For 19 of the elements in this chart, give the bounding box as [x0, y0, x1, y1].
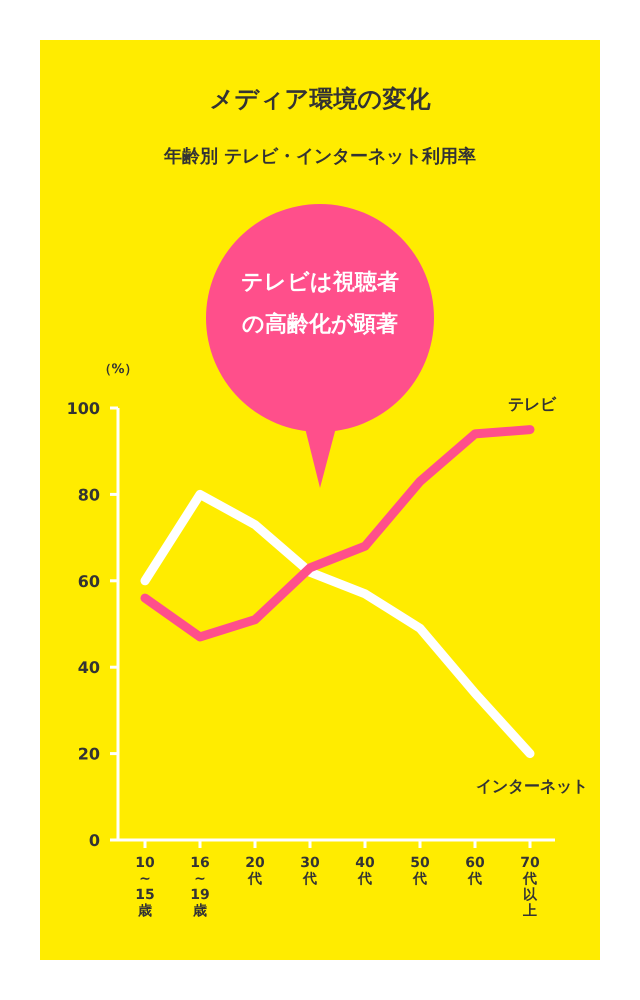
- x-tick-label: 70代以上: [520, 855, 540, 919]
- y-tick-label: 80: [78, 485, 100, 504]
- y-tick-label: 60: [78, 572, 100, 591]
- chart-title: メディア環境の変化: [210, 85, 432, 113]
- text: インターネット: [476, 776, 588, 796]
- series-label: テレビ: [508, 394, 557, 414]
- chart-subtitle: 年齢別 テレビ・インターネット利用率: [162, 146, 476, 167]
- y-tick-label: 0: [88, 831, 100, 850]
- y-axis-title: （%）: [98, 362, 138, 377]
- y-tick-label: 20: [78, 744, 100, 764]
- y-tick-label: 100: [66, 399, 100, 418]
- x-tick-label: 16~19歳: [190, 855, 210, 919]
- x-tick-label: 30代: [300, 855, 320, 887]
- y-tick-label: 40: [78, 658, 100, 678]
- x-tick-label: 40代: [355, 855, 375, 887]
- x-tick-label: 10~15歳: [135, 855, 155, 919]
- x-tick-label: 20代: [245, 855, 265, 887]
- x-tick-label: 60代: [465, 855, 485, 887]
- x-tick-label: 50代: [410, 855, 430, 887]
